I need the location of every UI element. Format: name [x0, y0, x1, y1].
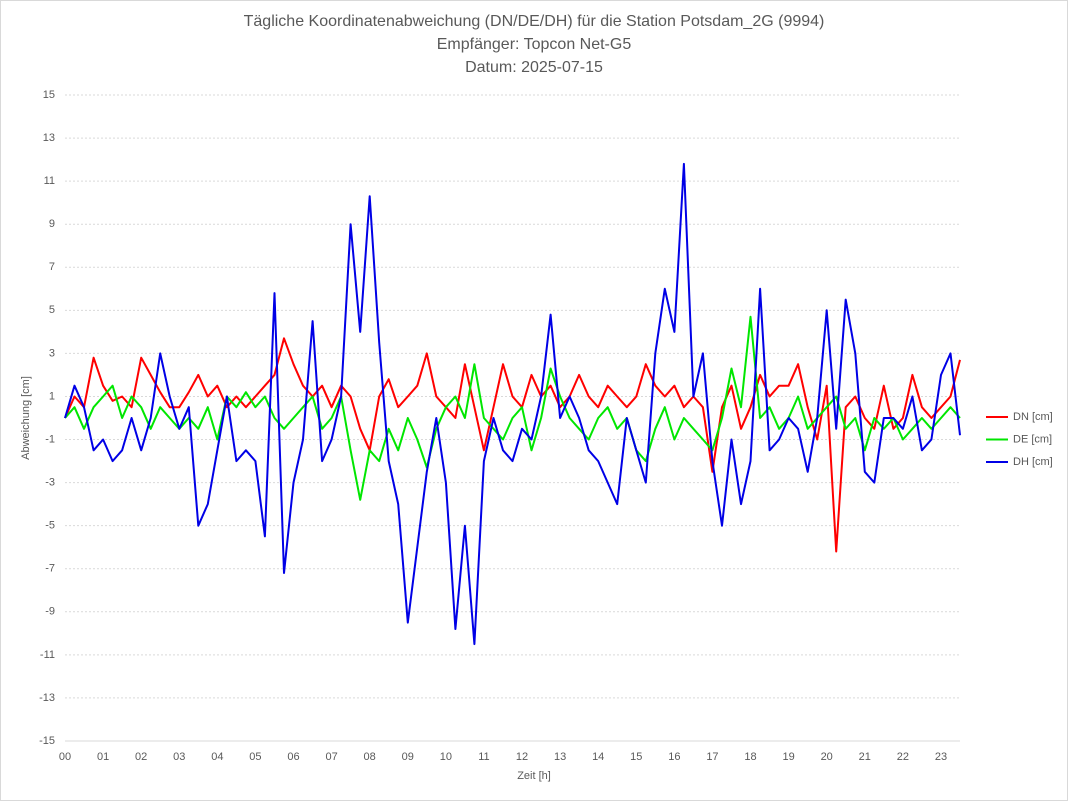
- y-tick-label: -9: [45, 606, 55, 618]
- x-tick-label: 01: [97, 751, 109, 763]
- x-tick-label: 14: [592, 751, 604, 763]
- y-tick-label: 13: [43, 132, 55, 144]
- legend-label: DH [cm]: [1013, 456, 1053, 468]
- x-tick-label: 21: [859, 751, 871, 763]
- x-tick-label: 15: [630, 751, 642, 763]
- x-tick-label: 22: [897, 751, 909, 763]
- chart-subtitle: Empfänger: Topcon Net-G5: [437, 36, 632, 53]
- y-tick-label: -11: [40, 649, 55, 661]
- y-tick-label: 5: [49, 304, 55, 316]
- x-tick-label: 09: [402, 751, 414, 763]
- x-tick-label: 07: [325, 751, 337, 763]
- x-tick-label: 05: [249, 751, 261, 763]
- x-tick-label: 03: [173, 751, 185, 763]
- x-tick-label: 17: [706, 751, 718, 763]
- x-tick-label: 13: [554, 751, 566, 763]
- x-tick-label: 04: [211, 751, 223, 763]
- chart-subtitle: Datum: 2025-07-15: [465, 59, 603, 76]
- x-tick-label: 23: [935, 751, 947, 763]
- x-tick-label: 08: [364, 751, 376, 763]
- x-axis-label: Zeit [h]: [517, 770, 551, 782]
- data-line: [64, 337, 961, 553]
- y-tick-label: -1: [45, 433, 55, 445]
- x-tick-label: 00: [59, 751, 71, 763]
- x-tick-label: 10: [440, 751, 452, 763]
- y-tick-label: 15: [43, 89, 55, 101]
- data-line: [64, 315, 961, 501]
- x-tick-label: 19: [782, 751, 794, 763]
- y-tick-label: -13: [39, 692, 55, 704]
- y-tick-label: -15: [39, 735, 55, 747]
- y-tick-label: 11: [44, 175, 55, 187]
- chart-title: Tägliche Koordinatenabweichung (DN/DE/DH…: [244, 13, 825, 30]
- y-tick-label: -3: [45, 477, 55, 489]
- y-tick-label: 7: [49, 261, 55, 273]
- y-tick-label: 9: [49, 218, 55, 230]
- x-tick-label: 11: [478, 751, 489, 763]
- y-tick-label: -5: [45, 520, 55, 532]
- legend-label: DN [cm]: [1013, 411, 1053, 423]
- y-axis-label: Abweichung [cm]: [20, 376, 32, 460]
- x-tick-label: 02: [135, 751, 147, 763]
- y-tick-label: -7: [45, 563, 55, 575]
- y-tick-label: 1: [49, 390, 55, 402]
- x-tick-label: 20: [821, 751, 833, 763]
- x-tick-label: 12: [516, 751, 528, 763]
- legend-label: DE [cm]: [1013, 433, 1052, 445]
- x-tick-label: 06: [287, 751, 299, 763]
- y-tick-label: 3: [49, 347, 55, 359]
- data-line: [64, 162, 961, 646]
- x-tick-label: 18: [744, 751, 756, 763]
- x-tick-label: 16: [668, 751, 680, 763]
